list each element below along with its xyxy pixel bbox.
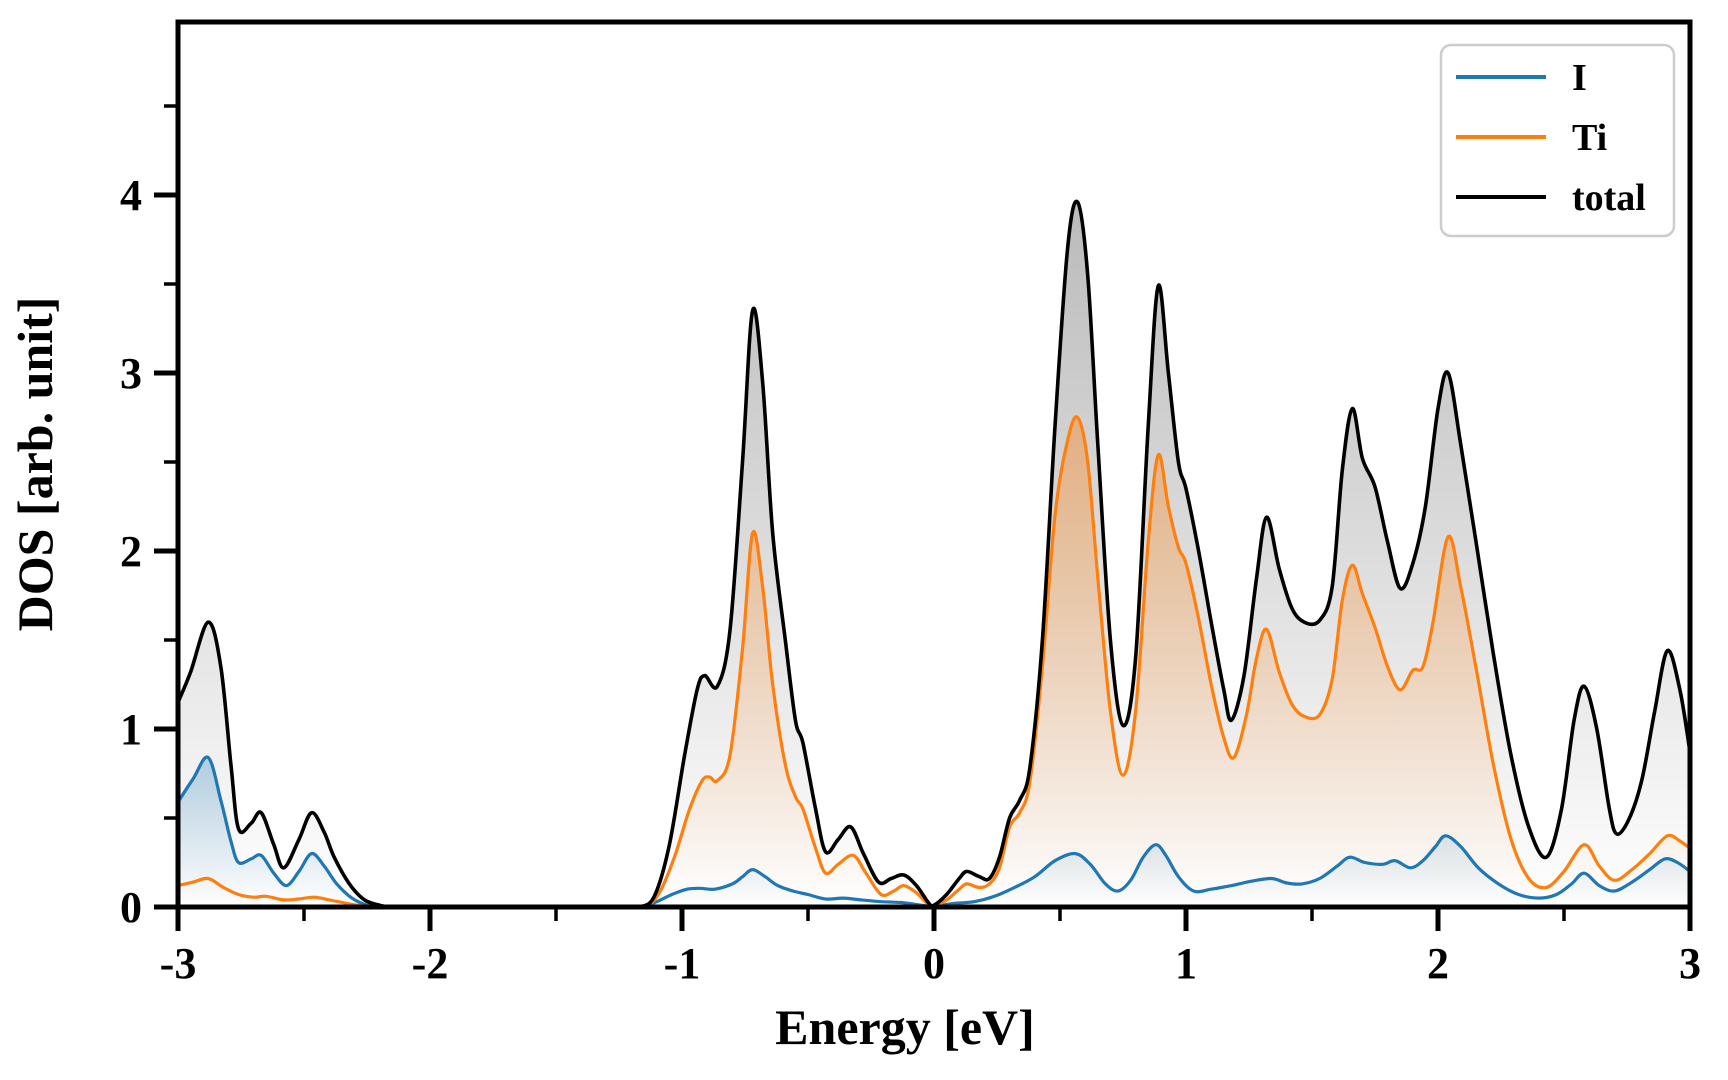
y-tick-label: 3 [120, 349, 142, 398]
plot-border [175, 19, 1693, 910]
x-tick-label: -3 [160, 939, 197, 988]
legend-label-total: total [1572, 177, 1646, 219]
fill-I [178, 757, 1690, 907]
x-tick-label: 1 [1175, 939, 1197, 988]
x-tick-label: -1 [664, 939, 701, 988]
x-tick-label: 0 [923, 939, 945, 988]
x-axis: -3 -2 -1 0 1 2 3 [160, 907, 1701, 988]
legend: I Ti total [1439, 43, 1676, 238]
plot-fills [178, 201, 1690, 907]
x-tick-label: 2 [1427, 939, 1449, 988]
y-tick-label: 0 [120, 883, 142, 932]
x-tick-label: -2 [412, 939, 449, 988]
y-tick-label: 1 [120, 705, 142, 754]
legend-box [1439, 43, 1676, 238]
legend-label-I: I [1572, 57, 1587, 99]
y-axis: 0 1 2 3 4 [120, 104, 178, 932]
y-tick-label: 2 [120, 527, 142, 576]
x-tick-label: 3 [1679, 939, 1701, 988]
fill-Ti [178, 416, 1690, 907]
legend-label-Ti: Ti [1572, 117, 1607, 159]
x-axis-label: Energy [eV] [775, 999, 1035, 1055]
curve-I [176, 755, 1691, 909]
y-axis-label: DOS [arb. unit] [7, 297, 63, 632]
y-tick-label: 4 [120, 171, 142, 220]
